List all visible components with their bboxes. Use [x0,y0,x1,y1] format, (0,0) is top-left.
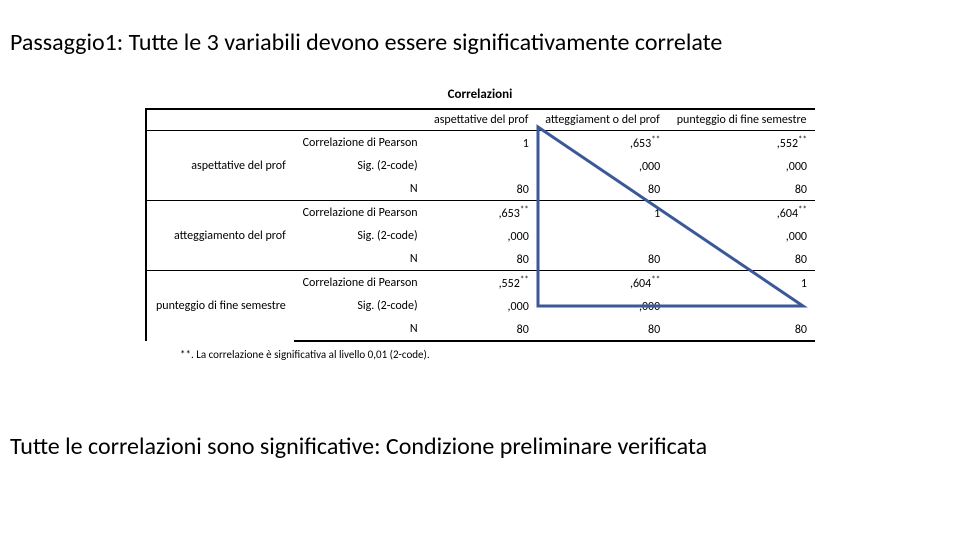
col-header: aspettative del prof [426,109,537,131]
col-header: punteggio di fine semestre [668,109,815,131]
cell: 80 [668,177,815,201]
row-var: aspettative del prof [146,131,294,201]
cell: ,000 [537,294,668,317]
cell: ,000 [668,224,815,247]
stat-label: Sig. (2-code) [294,294,426,317]
slide-conclusion: Tutte le correlazioni sono significative… [10,432,707,461]
cell: ,653** [537,131,668,155]
stat-label: Correlazione di Pearson [294,131,426,155]
correlation-table: aspettative del prof atteggiament o del … [145,108,815,342]
cell: ,552** [668,131,815,155]
cell: 1 [537,201,668,225]
row-var: punteggio di fine semestre [146,271,294,342]
stat-label: N [294,177,426,201]
cell: 80 [668,247,815,271]
stat-label: N [294,247,426,271]
correlation-table-wrap: Correlazioni aspettative del prof attegg… [145,87,815,361]
cell: 1 [426,131,537,155]
cell: ,604** [537,271,668,295]
cell: 80 [426,177,537,201]
cell: 80 [668,317,815,341]
cell [426,154,537,177]
cell: ,000 [668,154,815,177]
cell: 80 [426,317,537,341]
stat-label: Correlazione di Pearson [294,271,426,295]
slide-heading: Passaggio1: Tutte le 3 variabili devono … [10,28,950,57]
cell [668,294,815,317]
table-footnote: **. La correlazione è significativa al l… [180,348,815,361]
cell: ,000 [426,294,537,317]
stat-label: Sig. (2-code) [294,224,426,247]
cell: 80 [426,247,537,271]
cell: 80 [537,317,668,341]
stat-label: Correlazione di Pearson [294,201,426,225]
cell: ,653** [426,201,537,225]
cell: ,000 [426,224,537,247]
cell: 1 [668,271,815,295]
table-title: Correlazioni [145,87,815,102]
col-header: atteggiament o del prof [537,109,668,131]
cell: ,552** [426,271,537,295]
cell [537,224,668,247]
cell: 80 [537,177,668,201]
row-var: atteggiamento del prof [146,201,294,271]
stat-label: Sig. (2-code) [294,154,426,177]
cell: 80 [537,247,668,271]
cell: ,604** [668,201,815,225]
cell: ,000 [537,154,668,177]
stat-label: N [294,317,426,341]
